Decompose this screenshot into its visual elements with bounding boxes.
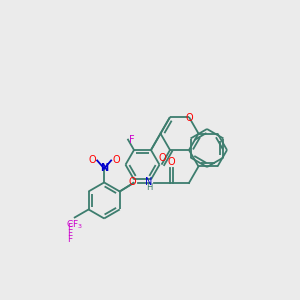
Text: O: O — [158, 153, 166, 163]
Text: F: F — [67, 235, 72, 244]
Text: O: O — [88, 155, 96, 166]
Text: O: O — [167, 157, 175, 167]
Text: O: O — [112, 155, 120, 166]
Text: CF$_3$: CF$_3$ — [66, 218, 83, 231]
Text: N: N — [146, 177, 153, 187]
Text: F: F — [129, 135, 135, 145]
Text: F: F — [67, 223, 72, 232]
Text: O: O — [129, 177, 136, 187]
Text: F: F — [67, 229, 72, 238]
Text: N: N — [100, 164, 108, 173]
Text: O: O — [185, 113, 193, 123]
Text: H: H — [146, 183, 153, 192]
